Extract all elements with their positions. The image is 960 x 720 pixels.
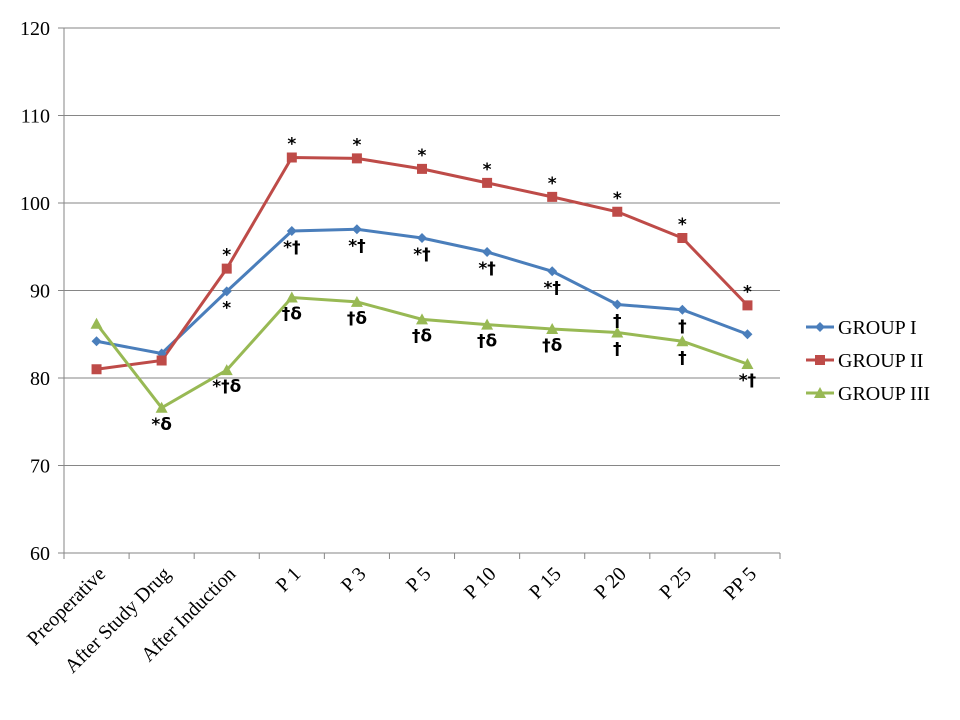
- marker: [91, 336, 102, 347]
- point-annotation: *: [222, 298, 231, 318]
- point-annotation: *: [418, 146, 427, 166]
- marker: [416, 313, 428, 325]
- marker: [741, 358, 754, 369]
- legend-label: GROUP III: [838, 383, 930, 405]
- marker: [612, 206, 623, 217]
- marker: [546, 323, 559, 334]
- marker: [286, 226, 297, 236]
- marker: [221, 286, 232, 297]
- marker: [90, 317, 103, 329]
- point-annotation: †δ: [412, 326, 432, 346]
- point-annotation: †: [678, 348, 687, 368]
- point-annotation: *†: [478, 259, 495, 279]
- point-annotation: *†: [283, 238, 300, 258]
- x-tick-label: P 3: [337, 563, 371, 597]
- marker: [417, 163, 427, 174]
- point-annotation: *: [287, 135, 296, 155]
- point-annotation: *†: [413, 245, 430, 265]
- x-tick-label: P 20: [590, 563, 631, 604]
- point-annotation: *†: [739, 371, 756, 391]
- marker: [547, 266, 558, 277]
- legend-label: GROUP II: [838, 350, 923, 372]
- marker: [742, 300, 753, 311]
- y-tick-label: 90: [30, 281, 50, 303]
- marker: [677, 233, 688, 243]
- y-tick-label: 80: [30, 368, 50, 390]
- marker: [156, 355, 167, 366]
- marker: [814, 387, 826, 398]
- marker: [677, 304, 688, 315]
- marker: [350, 295, 363, 307]
- point-annotation: *: [743, 282, 752, 302]
- marker: [547, 191, 558, 202]
- x-tick-label: P 5: [402, 563, 436, 597]
- point-annotation: †: [613, 340, 622, 360]
- point-annotation: *†: [543, 278, 560, 298]
- marker: [417, 233, 427, 243]
- point-annotation: *: [613, 189, 622, 209]
- x-tick-label: P 1: [272, 563, 306, 597]
- point-annotation: *δ: [151, 415, 172, 435]
- point-annotation: *: [222, 246, 231, 266]
- point-annotation: *: [548, 174, 557, 194]
- point-annotation: †δ: [542, 336, 562, 356]
- marker: [351, 153, 362, 164]
- marker: [220, 364, 233, 376]
- marker: [482, 247, 493, 257]
- point-annotation: †: [678, 317, 687, 337]
- marker: [676, 335, 689, 347]
- marker: [482, 177, 493, 188]
- x-tick-label: PP 5: [720, 563, 761, 604]
- y-tick-label: 120: [20, 18, 50, 40]
- point-annotation: †: [613, 312, 622, 332]
- point-annotation: †δ: [477, 332, 497, 352]
- y-tick-label: 100: [20, 193, 50, 215]
- x-tick-label: P 15: [525, 563, 566, 604]
- y-tick-label: 70: [30, 456, 50, 478]
- point-annotation: †δ: [347, 309, 367, 329]
- point-annotation: *: [678, 215, 687, 235]
- y-tick-label: 60: [30, 543, 50, 565]
- x-tick-label: P 25: [655, 563, 696, 604]
- marker: [221, 263, 232, 274]
- point-annotation: *: [352, 135, 361, 155]
- marker: [481, 318, 494, 330]
- point-annotation: *†: [348, 236, 365, 256]
- point-annotation: †δ: [282, 305, 302, 325]
- point-annotation: *: [483, 160, 492, 180]
- point-annotation: *†δ: [212, 377, 241, 397]
- marker: [351, 224, 362, 235]
- marker: [285, 291, 298, 303]
- y-tick-label: 110: [21, 106, 50, 128]
- x-tick-label: P 10: [460, 563, 501, 604]
- marker: [611, 326, 624, 338]
- marker: [91, 364, 102, 375]
- marker: [815, 322, 825, 332]
- marker: [155, 401, 168, 413]
- marker: [742, 329, 753, 340]
- marker: [612, 299, 623, 310]
- legend-label: GROUP I: [838, 317, 917, 339]
- marker: [286, 152, 297, 163]
- marker: [815, 355, 825, 365]
